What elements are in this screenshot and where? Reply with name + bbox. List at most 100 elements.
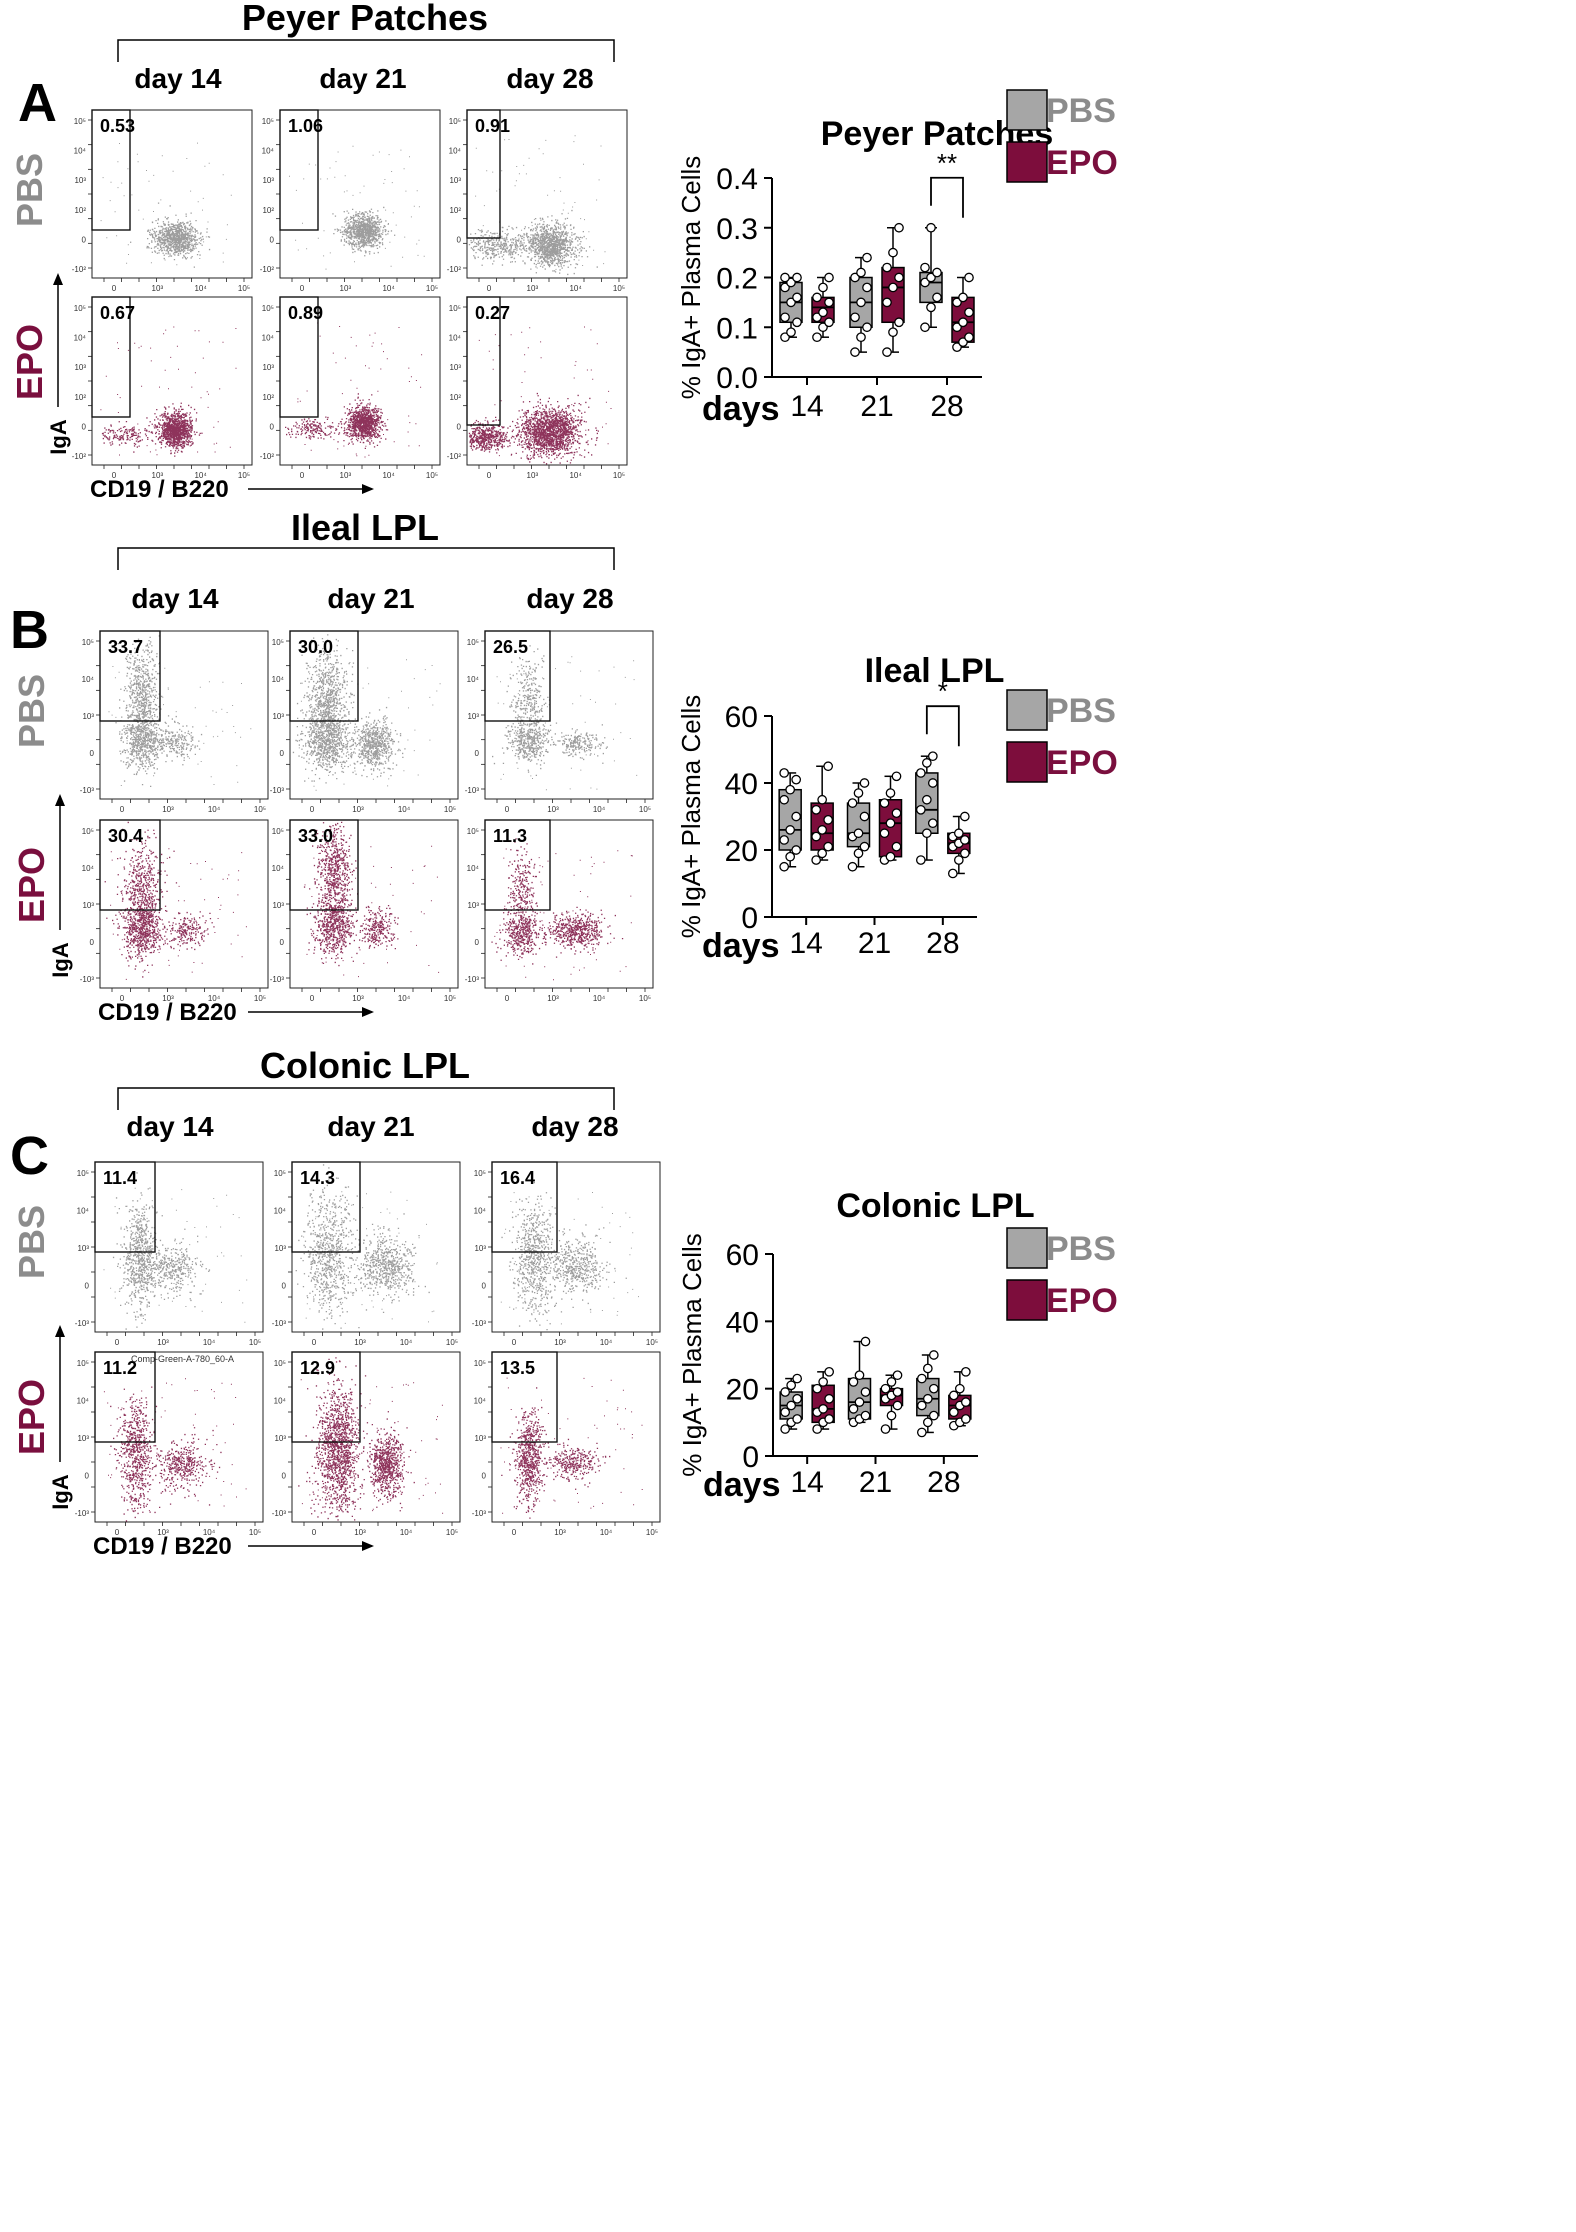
tick-label: 10³ — [274, 1434, 286, 1443]
gate-percentage: 30.0 — [298, 637, 333, 657]
data-point — [916, 1427, 927, 1438]
box-pbs-28 — [916, 1350, 940, 1438]
significance-bracket — [925, 705, 960, 747]
y-tick-label: 0.2 — [716, 263, 758, 296]
box-epo-14 — [810, 761, 834, 865]
flow-plot: 10⁵ 10⁴ 10³ 0 -10³ 0 10³ 10⁴ 10⁵ 33.7 — [80, 630, 269, 814]
data-point — [792, 1373, 803, 1384]
tick-label: 0 — [280, 938, 285, 947]
tick-label: 10⁵ — [449, 117, 461, 126]
tick-label: 10³ — [77, 1434, 89, 1443]
data-point — [780, 312, 790, 323]
tick-label: 10³ — [152, 284, 164, 293]
data-point — [880, 1424, 891, 1434]
x-axis-label: CD19 / B220 — [93, 1533, 232, 1560]
tick-label: 0 — [482, 1472, 487, 1481]
tick-label: 10⁵ — [74, 117, 86, 126]
data-point — [964, 332, 974, 343]
data-point — [882, 347, 892, 357]
scatter-cloud — [298, 1357, 444, 1521]
legend-label-epo: EPO — [1046, 144, 1118, 182]
gate-percentage: 0.53 — [100, 116, 135, 136]
data-point — [891, 771, 902, 782]
data-point — [779, 794, 790, 805]
gate — [279, 109, 319, 231]
plot-frame — [99, 819, 269, 989]
data-point — [823, 761, 834, 772]
x-axis-title: days — [702, 390, 780, 428]
data-point — [964, 307, 974, 318]
data-point — [779, 861, 790, 872]
tick-label: 10⁴ — [398, 994, 411, 1003]
x-axis-title: days — [702, 927, 780, 965]
tick-label: 10⁴ — [74, 334, 87, 343]
data-point — [959, 835, 970, 845]
gate — [279, 296, 319, 418]
y-axis-label: IgA — [48, 1474, 73, 1510]
data-point — [818, 282, 828, 293]
y-tick-label: 0.3 — [716, 213, 758, 246]
panel-c: C Colonic LPL day 14 day 21 day 28 PBS EPO IgA C… — [10, 1045, 1118, 1560]
day-label: day 21 — [327, 583, 414, 614]
gate — [99, 819, 161, 911]
tick-label: -10³ — [80, 786, 95, 795]
legend-swatch-pbs — [1006, 89, 1048, 131]
data-point — [860, 1387, 871, 1397]
scatter-cloud — [285, 322, 423, 458]
tick-label: 10⁴ — [77, 1207, 90, 1216]
gate-percentage: 33.0 — [298, 826, 333, 846]
tick-label: 10⁴ — [82, 864, 95, 873]
significance-bracket — [930, 176, 964, 218]
arrow-head — [55, 794, 65, 806]
tick-label: 10² — [449, 393, 461, 402]
box-pbs-14 — [779, 1373, 803, 1434]
y-axis-label: IgA — [46, 419, 71, 455]
arrow-head — [362, 1007, 374, 1017]
tick-label: 0 — [270, 422, 275, 431]
box-epo-28 — [947, 811, 971, 879]
tick-label: 10⁴ — [208, 994, 221, 1003]
significance-marker: * — [938, 676, 948, 706]
tick-label: 10³ — [162, 805, 174, 814]
tick-label: -10² — [72, 265, 87, 274]
tick-label: 10⁵ — [467, 638, 479, 647]
data-point — [947, 868, 958, 879]
tick-label: 10⁴ — [449, 334, 462, 343]
tick-label: -10² — [447, 265, 462, 274]
y-tick-label: 20 — [725, 835, 758, 868]
flow-plot: 10⁵ 10⁴ 10³ 0 -10³ 0 10³ 10⁴ 10⁵ 26.5 — [465, 630, 654, 814]
data-point — [928, 1383, 939, 1394]
tick-label: 10⁴ — [77, 1397, 90, 1406]
tick-label: 0 — [512, 1528, 517, 1537]
gate-percentage: 30.4 — [108, 826, 143, 846]
tick-label: 10³ — [354, 1528, 366, 1537]
row-label-pbs: PBS — [11, 674, 52, 748]
box-epo-21 — [879, 1370, 904, 1434]
data-point — [791, 845, 802, 855]
tick-label: 10² — [74, 393, 86, 402]
tick-label: 10⁵ — [238, 471, 250, 480]
legend-label-epo: EPO — [1046, 744, 1118, 782]
data-point — [791, 774, 802, 785]
tick-label: 10³ — [74, 176, 86, 185]
tick-label: 10³ — [474, 1434, 486, 1443]
tick-label: 0 — [120, 805, 125, 814]
flow-plot: 10⁵ 10⁴ 10³ 0 -10³ 0 10³ 10⁴ 10⁵ 33.0 — [270, 819, 459, 1003]
tick-label: 0 — [282, 1472, 287, 1481]
tick-label: 10⁵ — [274, 1169, 286, 1178]
data-point — [960, 1366, 971, 1377]
data-point — [927, 751, 938, 762]
y-tick-label: 0 — [741, 902, 758, 935]
tick-label: 10³ — [77, 1244, 89, 1253]
arrow-head — [53, 273, 63, 285]
gate — [91, 296, 131, 418]
gate — [94, 1161, 156, 1253]
y-tick-label: 0.0 — [716, 362, 758, 395]
tick-label: 10⁴ — [467, 864, 480, 873]
gate-percentage: 12.9 — [300, 1358, 335, 1378]
tick-label: 10³ — [152, 471, 164, 480]
data-point — [888, 327, 898, 338]
data-point — [921, 758, 932, 768]
tick-label: 0 — [90, 749, 95, 758]
gate-percentage: 0.91 — [475, 116, 510, 136]
